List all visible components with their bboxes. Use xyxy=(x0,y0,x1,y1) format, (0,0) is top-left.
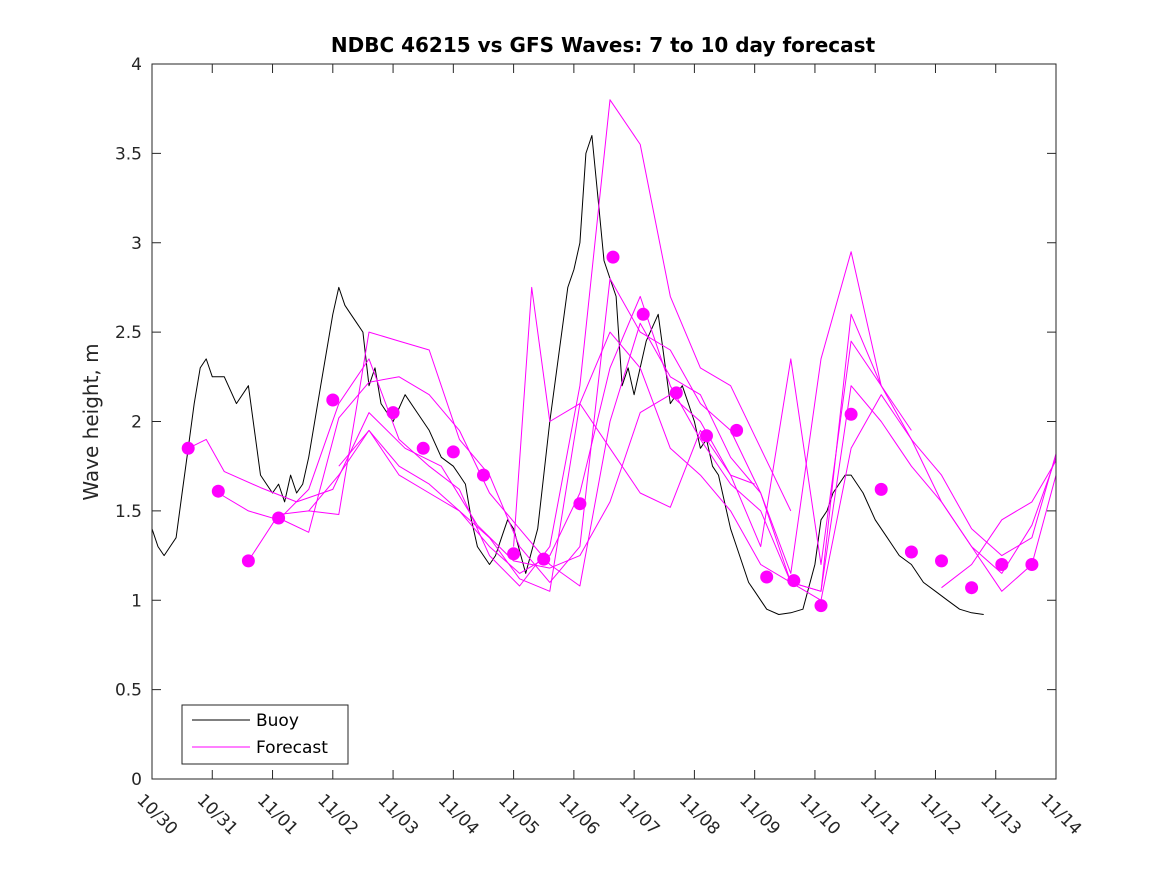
forecast-marker xyxy=(730,423,744,437)
forecast-marker xyxy=(787,574,801,588)
y-tick-label: 2.5 xyxy=(115,323,142,343)
forecast-marker xyxy=(606,250,620,264)
forecast-series-line xyxy=(941,460,1057,589)
forecast-marker xyxy=(272,511,286,525)
forecast-marker xyxy=(965,581,979,595)
forecast-marker xyxy=(760,570,774,584)
forecast-marker xyxy=(904,545,918,559)
forecast-marker xyxy=(1025,558,1039,571)
y-tick-label: 1 xyxy=(131,591,142,611)
forecast-marker xyxy=(995,558,1009,571)
forecast-marker xyxy=(700,429,713,443)
forecast-series-line xyxy=(513,286,1057,592)
y-tick-label: 4 xyxy=(131,55,142,75)
y-tick-label: 2 xyxy=(131,413,142,433)
forecast-marker xyxy=(874,482,888,496)
forecast-marker xyxy=(181,441,195,455)
legend: Buoy Forecast xyxy=(181,704,349,765)
forecast-series-line xyxy=(308,295,1057,601)
y-tick-label: 0.5 xyxy=(115,681,142,701)
legend-label-buoy: Buoy xyxy=(256,711,299,731)
plot-area-frame xyxy=(151,63,1057,780)
forecast-series-line xyxy=(218,99,792,587)
forecast-marker xyxy=(211,484,225,498)
forecast-marker xyxy=(507,547,521,561)
forecast-marker xyxy=(935,554,948,568)
forecast-marker xyxy=(636,307,650,321)
forecast-markers-layer xyxy=(181,250,1039,613)
forecast-marker xyxy=(416,441,430,455)
forecast-marker xyxy=(446,445,460,459)
buoy-series-line xyxy=(151,135,984,615)
chart-title: NDBC 46215 vs GFS Waves: 7 to 10 day for… xyxy=(331,33,876,57)
forecast-marker xyxy=(814,599,828,613)
forecast-marker xyxy=(326,393,340,407)
forecast-marker xyxy=(537,552,551,566)
legend-box xyxy=(181,704,349,765)
y-tick-label: 3 xyxy=(131,234,142,254)
legend-label-forecast: Forecast xyxy=(256,738,328,758)
y-tick-label: 1.5 xyxy=(115,502,142,522)
forecast-marker xyxy=(386,406,400,420)
y-axis-label: Wave height, m xyxy=(79,343,103,500)
y-tick-label: 3.5 xyxy=(115,144,142,164)
forecast-marker xyxy=(844,407,858,421)
forecast-marker xyxy=(477,468,490,482)
forecast-series-line xyxy=(247,251,882,583)
y-tick-label: 0 xyxy=(131,770,142,790)
forecast-marker xyxy=(241,554,255,568)
forecast-marker xyxy=(669,386,683,400)
forecast-marker xyxy=(573,497,587,511)
